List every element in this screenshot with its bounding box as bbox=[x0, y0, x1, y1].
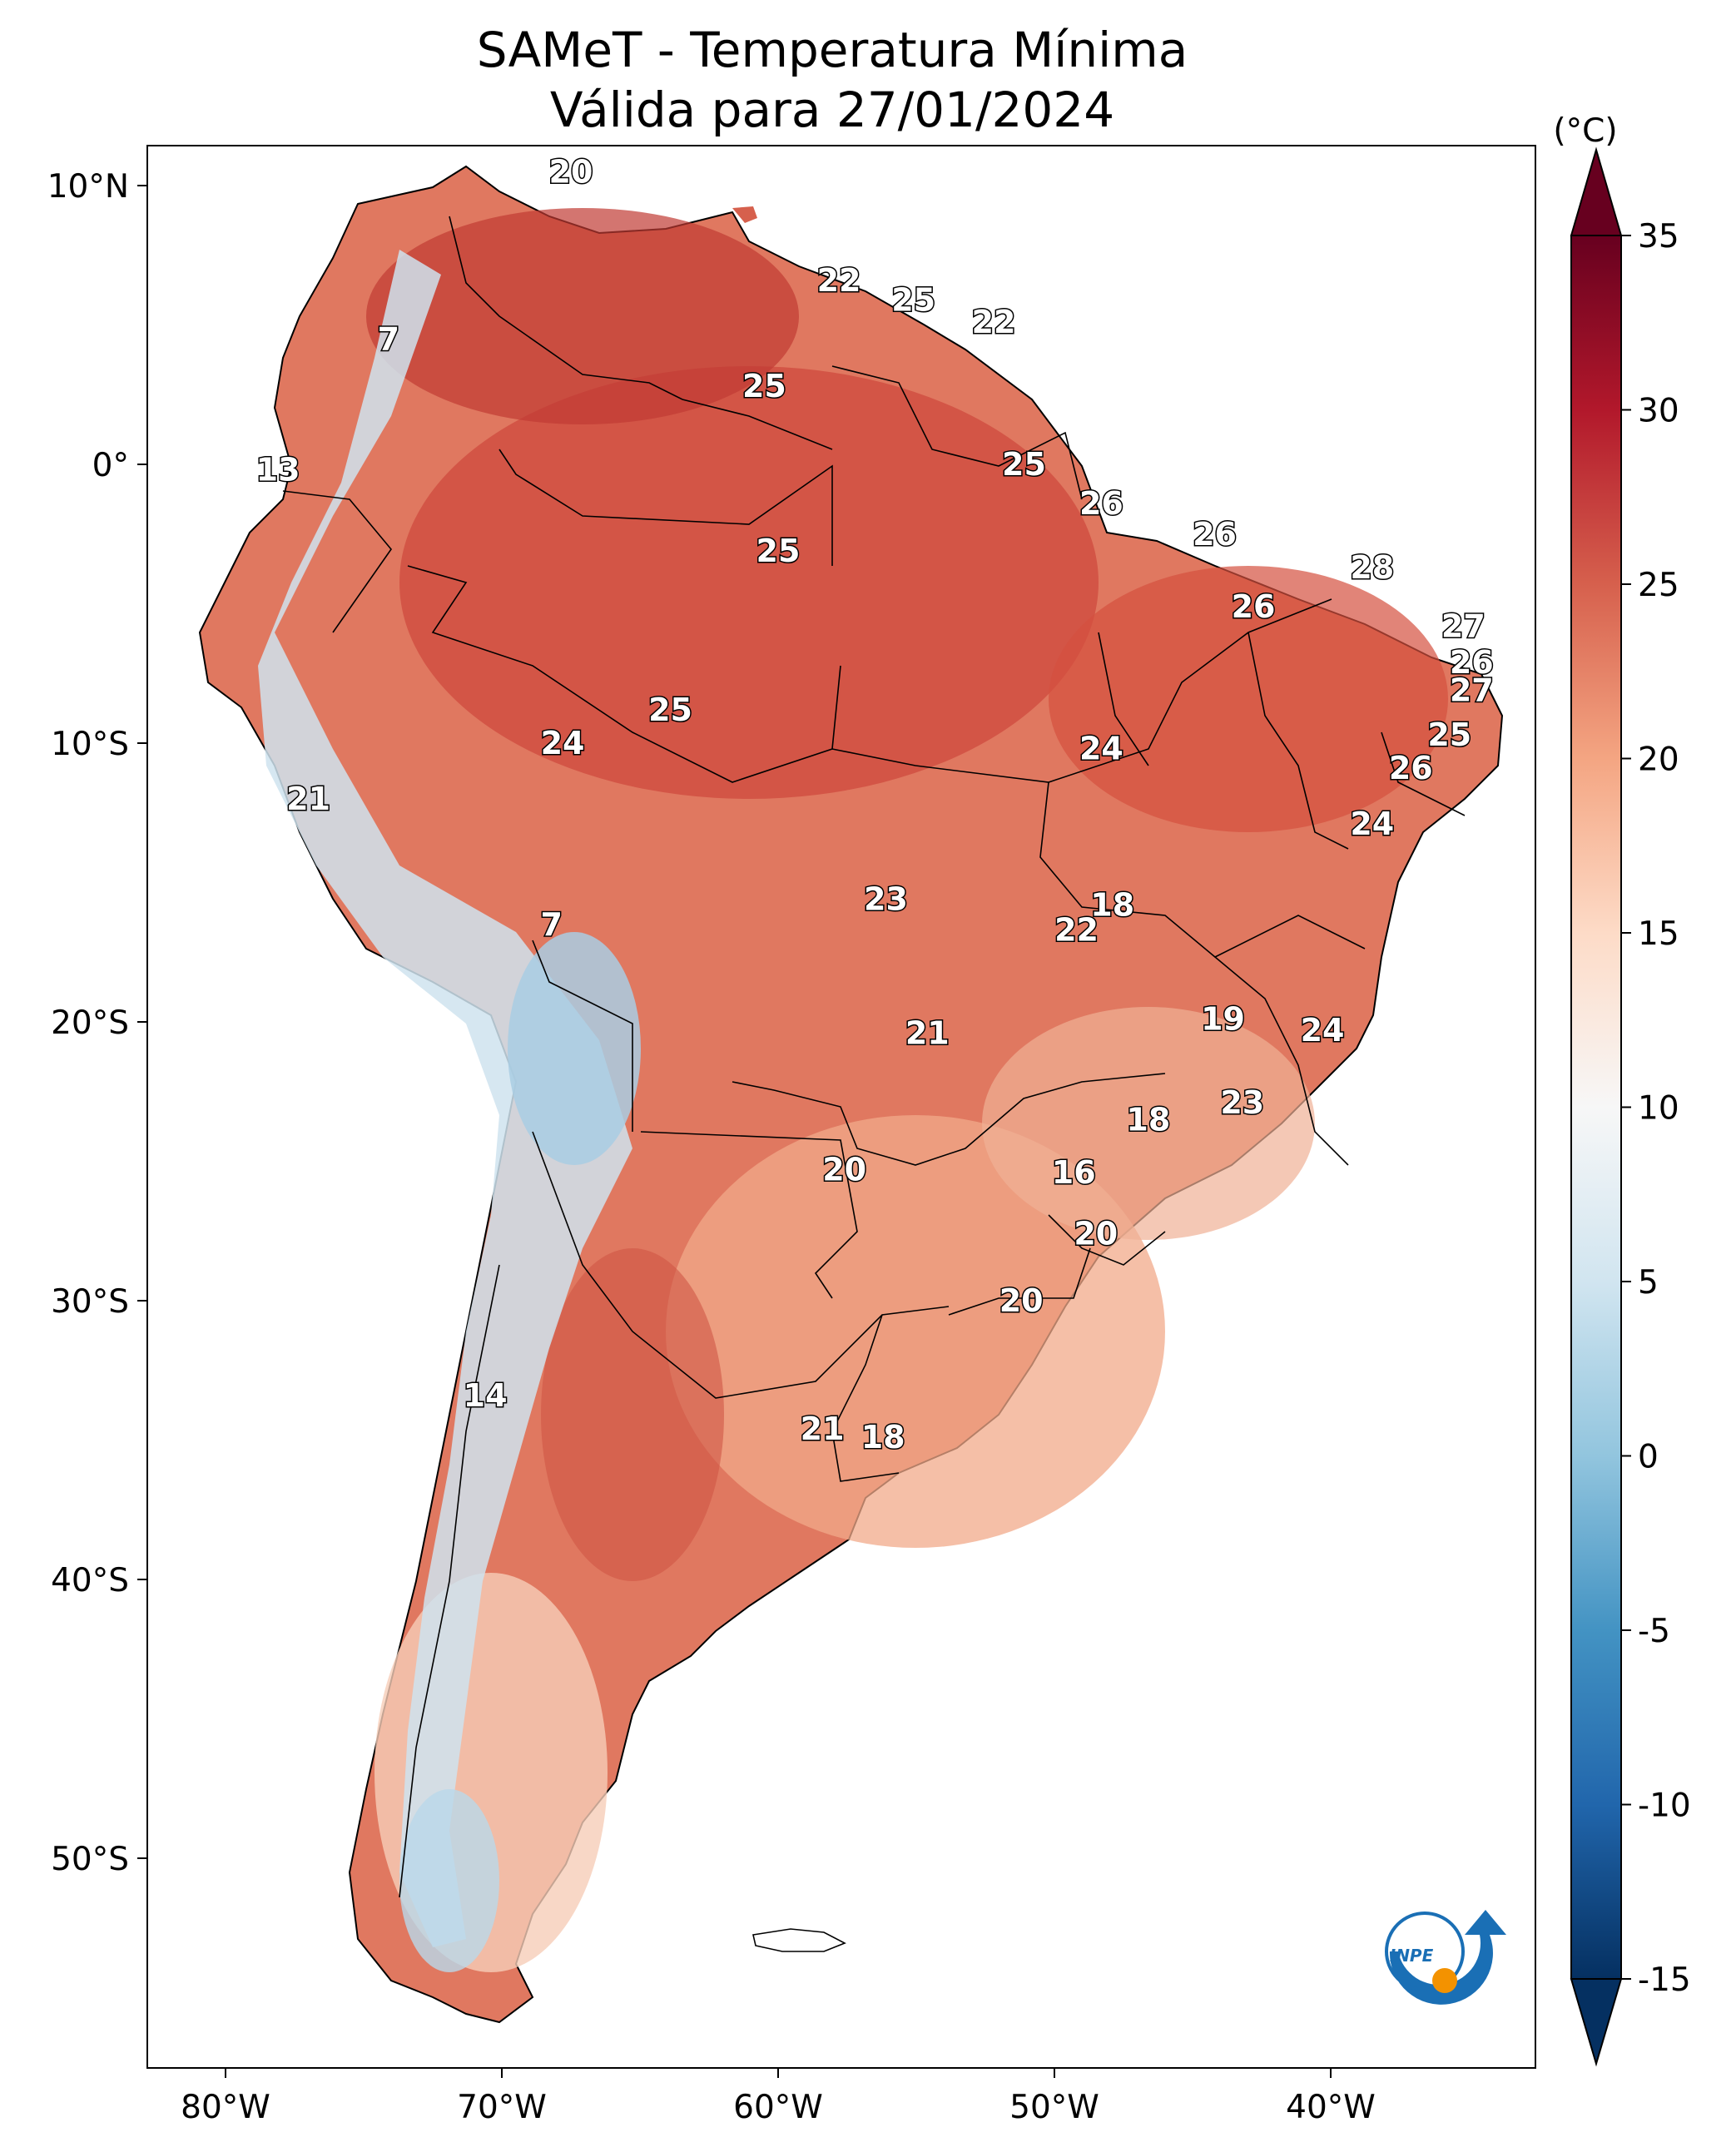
y-tick-label: 0° bbox=[92, 447, 129, 484]
colorbar-tick-label: 20 bbox=[1638, 741, 1679, 779]
colorbar-tick-label: 10 bbox=[1638, 1090, 1679, 1128]
colorbar-tick-label: 0 bbox=[1638, 1439, 1659, 1476]
colorbar-tick-label: -15 bbox=[1638, 1961, 1691, 1999]
temperature-label: 25 bbox=[891, 281, 935, 318]
temperature-label: 21 bbox=[801, 1411, 845, 1447]
y-tick-label: 10°N bbox=[47, 168, 129, 206]
temperature-label: 27 bbox=[1450, 672, 1494, 708]
temperature-label: 13 bbox=[256, 452, 300, 488]
x-tick-label: 40°W bbox=[1286, 2089, 1376, 2126]
temperature-label: 24 bbox=[1079, 731, 1123, 767]
colorbar-tick-label: 25 bbox=[1638, 567, 1679, 604]
plot-frame bbox=[146, 145, 1536, 2069]
temperature-label: 18 bbox=[861, 1419, 905, 1455]
temperature-label: 22 bbox=[817, 262, 861, 299]
inpe-logo-swoosh bbox=[1389, 1910, 1506, 2005]
temperature-label: 26 bbox=[1232, 588, 1276, 625]
inpe-logo: INPE bbox=[1385, 1910, 1506, 2005]
x-tick-label: 80°W bbox=[181, 2089, 270, 2126]
y-tick-label: 20°S bbox=[51, 1004, 129, 1042]
temperature-label: 25 bbox=[648, 692, 692, 728]
temperature-label: 7 bbox=[541, 906, 563, 943]
temperature-label: 25 bbox=[742, 368, 786, 404]
temperature-label: 25 bbox=[1002, 446, 1046, 483]
colorbar-tick-label: -5 bbox=[1638, 1613, 1670, 1650]
colorbar-tick-label: 15 bbox=[1638, 915, 1679, 953]
temperature-label: 20 bbox=[1074, 1216, 1118, 1252]
temperature-label: 24 bbox=[1301, 1012, 1345, 1049]
country-borders bbox=[282, 216, 1466, 1898]
temperature-label: 20 bbox=[999, 1282, 1044, 1319]
colorbar-tick-label: 35 bbox=[1638, 218, 1679, 255]
warm-region-amazon bbox=[399, 366, 1099, 799]
title-line-1: SAMeT - Temperatura Mínima bbox=[476, 22, 1188, 78]
temperature-label: 18 bbox=[1090, 886, 1134, 923]
temperature-label: 20 bbox=[549, 153, 593, 190]
colorbar-ticks: 35 30 25 20 15 10 5 0 -5 -10 -15 bbox=[1621, 218, 1691, 1999]
temperature-label: 22 bbox=[1054, 911, 1099, 948]
x-tick-label: 70°W bbox=[457, 2089, 547, 2126]
inpe-logo-orbit bbox=[1385, 1912, 1465, 1991]
temperature-label: 25 bbox=[1427, 717, 1471, 753]
falkland-islands bbox=[752, 1928, 846, 1952]
temperature-label: 23 bbox=[864, 881, 908, 918]
temperature-label: 24 bbox=[541, 725, 585, 761]
temperature-label: 21 bbox=[905, 1014, 950, 1051]
map-title: SAMeT - Temperatura Mínima Válida para 2… bbox=[0, 20, 1664, 140]
colorbar-tick-label: -10 bbox=[1638, 1788, 1691, 1825]
temperature-label: 18 bbox=[1126, 1101, 1170, 1138]
temperature-label: 14 bbox=[464, 1377, 508, 1414]
temperature-label: 16 bbox=[1052, 1154, 1096, 1191]
inpe-logo-dot bbox=[1432, 1968, 1457, 1993]
temperature-label: 25 bbox=[756, 533, 801, 569]
caribbean-islands bbox=[732, 206, 757, 223]
warm-region-chaco bbox=[541, 1248, 724, 1581]
x-tick-label: 50°W bbox=[1009, 2089, 1099, 2126]
temperature-label: 26 bbox=[1450, 644, 1494, 681]
temperature-label: 24 bbox=[1350, 806, 1394, 842]
colorbar-tick-label: 30 bbox=[1638, 393, 1679, 430]
y-tick-label: 30°S bbox=[51, 1283, 129, 1321]
temperature-label: 23 bbox=[1220, 1084, 1264, 1121]
altiplano-cold bbox=[508, 932, 641, 1165]
temperature-label: 27 bbox=[1441, 607, 1486, 644]
temperature-label: 26 bbox=[1389, 750, 1433, 786]
temperature-label: 7 bbox=[378, 320, 399, 357]
temperature-label: 19 bbox=[1201, 1001, 1245, 1038]
y-tick-label: 50°S bbox=[51, 1841, 129, 1878]
temperature-label: 26 bbox=[1193, 516, 1237, 553]
temperature-label: 26 bbox=[1079, 485, 1123, 522]
patagonia-ice-cold bbox=[399, 1789, 499, 1972]
temperature-label: 22 bbox=[972, 304, 1016, 340]
temperature-label: 21 bbox=[286, 781, 330, 817]
colorbar-unit: (°C) bbox=[1553, 112, 1617, 150]
colorbar-tick-label: 5 bbox=[1638, 1264, 1659, 1302]
y-tick-label: 10°S bbox=[51, 726, 129, 763]
colorbar-body bbox=[1570, 235, 1622, 1980]
colorbar-bottom-extend bbox=[1570, 1978, 1623, 2067]
x-tick-label: 60°W bbox=[733, 2089, 823, 2126]
y-tick-label: 40°S bbox=[51, 1562, 129, 1599]
title-line-2: Válida para 27/01/2024 bbox=[549, 82, 1115, 138]
mild-region-southeast bbox=[982, 1007, 1315, 1240]
axis-ticks: 80°W 70°W 60°W 50°W 40°W 10°N 0° 10°S 20°S 30°S 40… bbox=[47, 168, 1376, 2126]
warm-region-north bbox=[366, 208, 799, 424]
temperature-label: 28 bbox=[1350, 549, 1394, 586]
inpe-logo-text: INPE bbox=[1390, 1946, 1434, 1966]
colorbar-top-extend bbox=[1570, 146, 1623, 236]
temperature-label: 20 bbox=[822, 1152, 866, 1188]
continent-layer bbox=[198, 165, 1504, 2024]
mild-region-south bbox=[666, 1115, 1165, 1548]
colorbar: (°C) 35 30 25 20 15 10 5 0 -5 -10 -15 bbox=[1553, 112, 1691, 2067]
